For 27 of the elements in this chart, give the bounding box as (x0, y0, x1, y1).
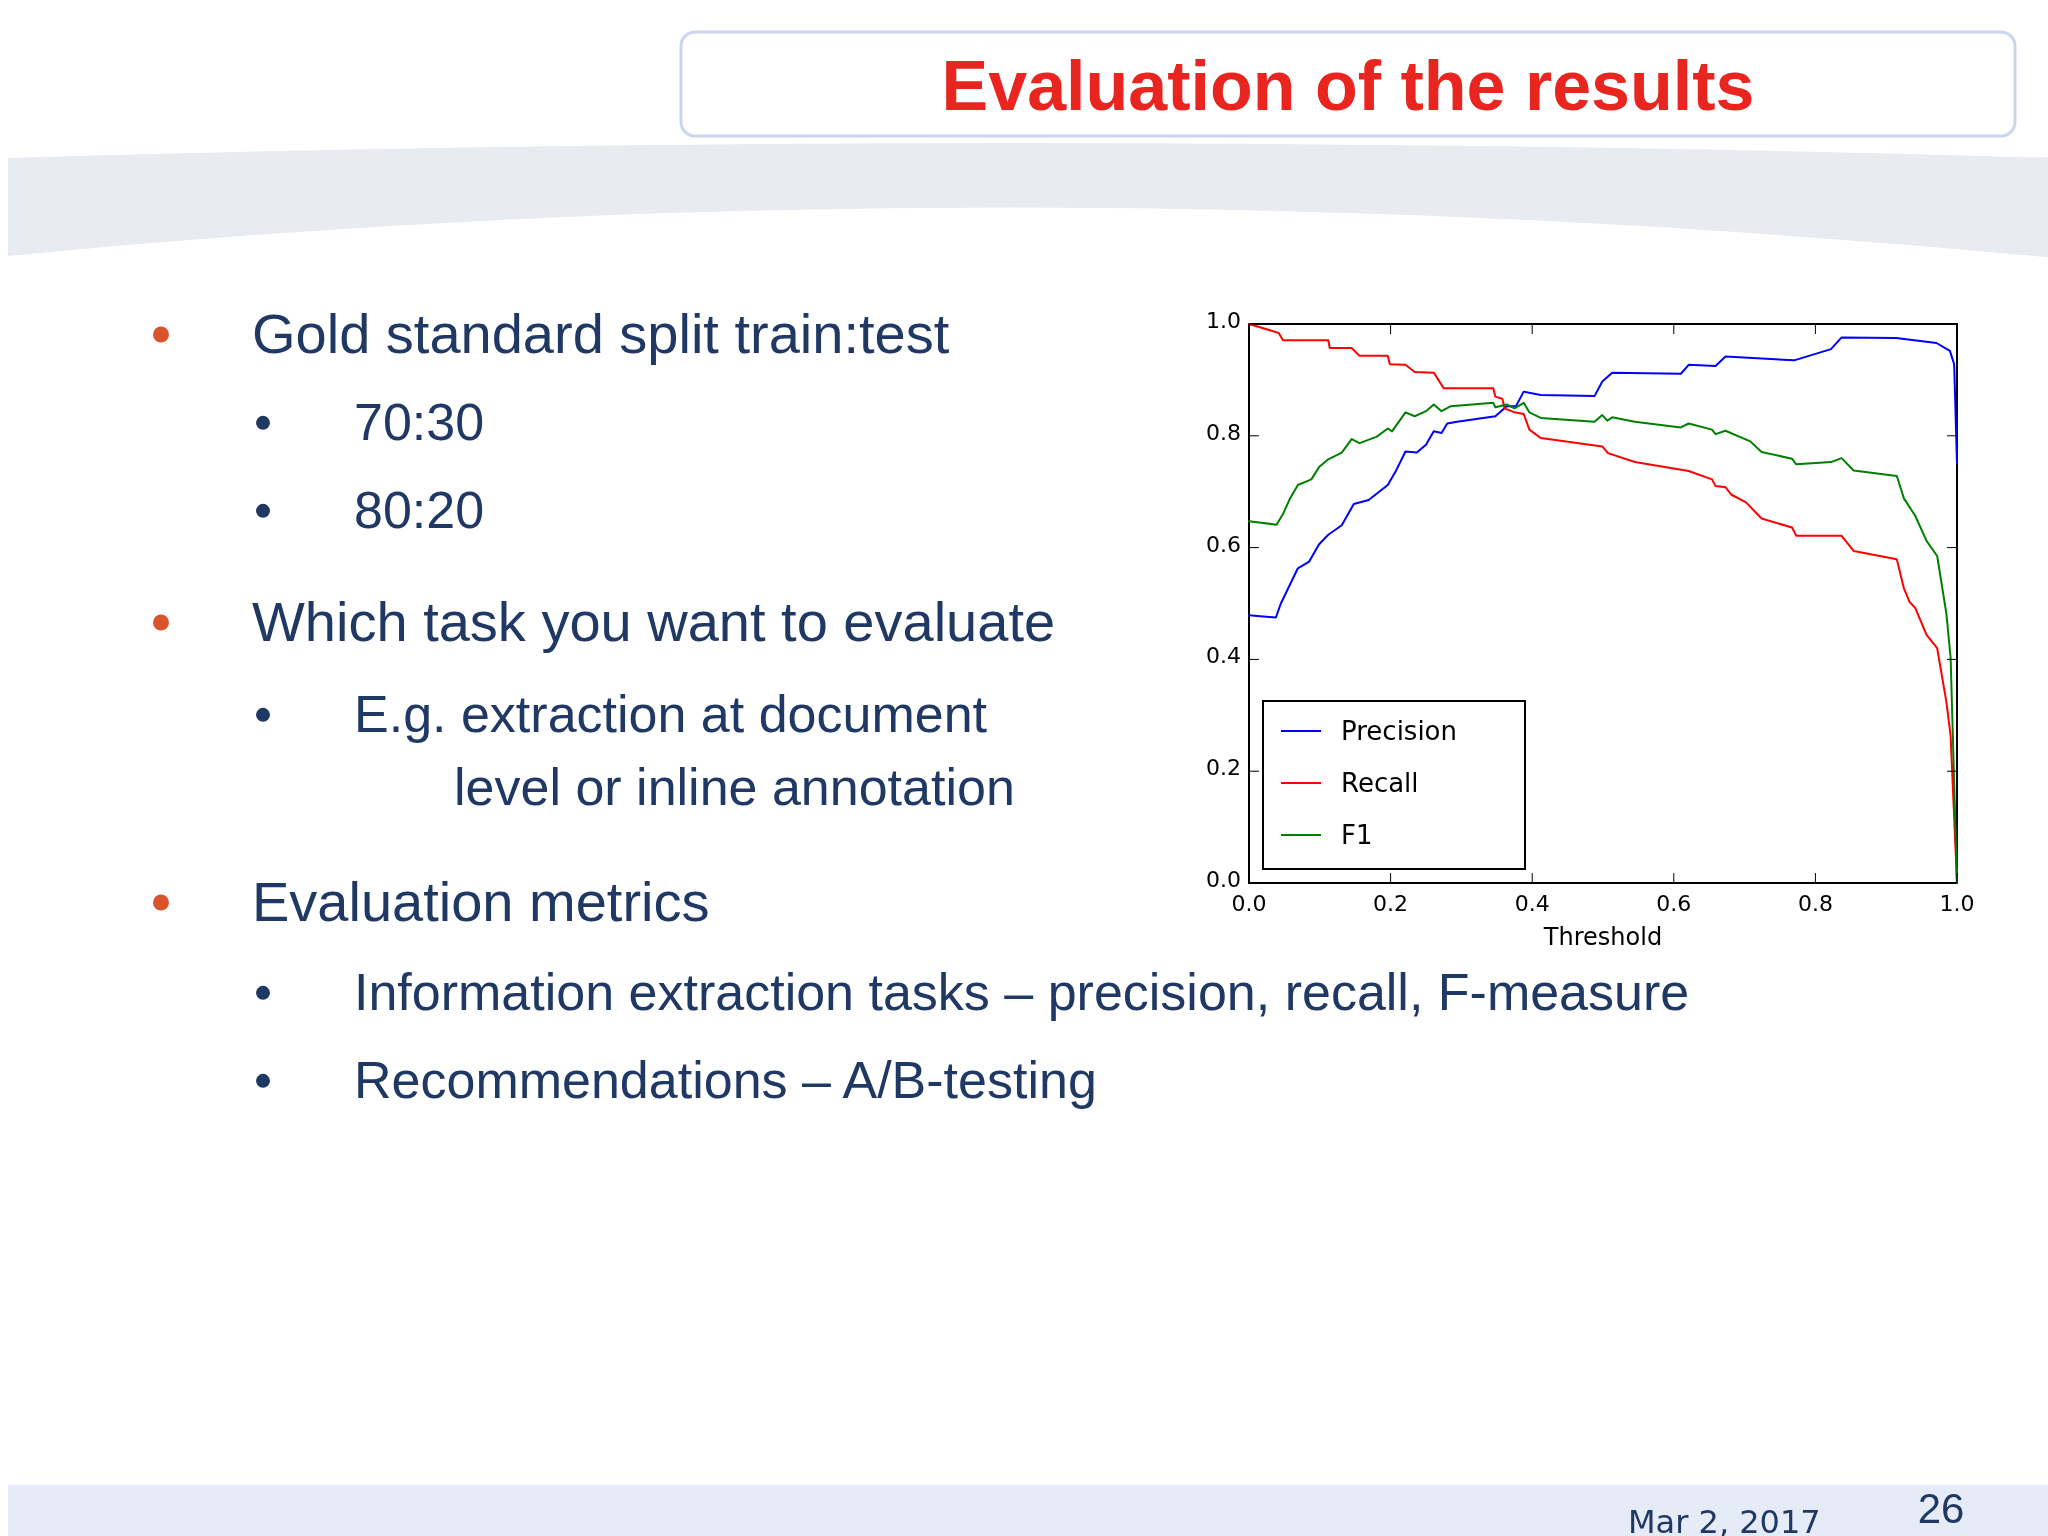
chart-title: Evaluation of the results (941, 47, 1755, 125)
y-tick-label: 1.0 (1206, 308, 1241, 333)
text: Mar 2, 2017 (1628, 1503, 1821, 1536)
legend-label: Precision (1341, 716, 1458, 746)
text: 26 (1917, 1485, 1965, 1532)
legend-label: F1 (1341, 820, 1373, 850)
x-tick-label: 0.6 (1656, 891, 1692, 916)
text: Evaluation metrics (252, 870, 710, 933)
x-tick-label: 0.0 (1231, 891, 1267, 916)
x-tick-label: 0.4 (1514, 891, 1550, 916)
y-tick-label: 0.6 (1206, 531, 1241, 557)
text: 70:30 (354, 393, 485, 451)
x-tick-label: 0.2 (1373, 891, 1409, 916)
y-tick-label: 0.8 (1206, 419, 1241, 445)
text: 80:20 (354, 481, 485, 539)
text: Which task you want to evaluate (252, 590, 1056, 653)
text: E.g. extraction at document level or inline annotation (354, 685, 1015, 816)
x-tick-label: 1.0 (1939, 891, 1975, 916)
text: Recommendations – A/B-testing (354, 1051, 1097, 1109)
legend-label: Recall (1341, 768, 1419, 798)
text: Gold standard split train:test (252, 302, 950, 365)
x-tick-label: 0.8 (1797, 891, 1833, 916)
x-axis-title: Threshold (1542, 923, 1663, 951)
y-tick-label: 0.2 (1206, 755, 1241, 781)
y-tick-label: 0.4 (1206, 643, 1241, 669)
y-tick-label: 0.0 (1206, 867, 1241, 892)
text: Information extraction tasks – precision, recall, F-measure (354, 963, 1690, 1021)
